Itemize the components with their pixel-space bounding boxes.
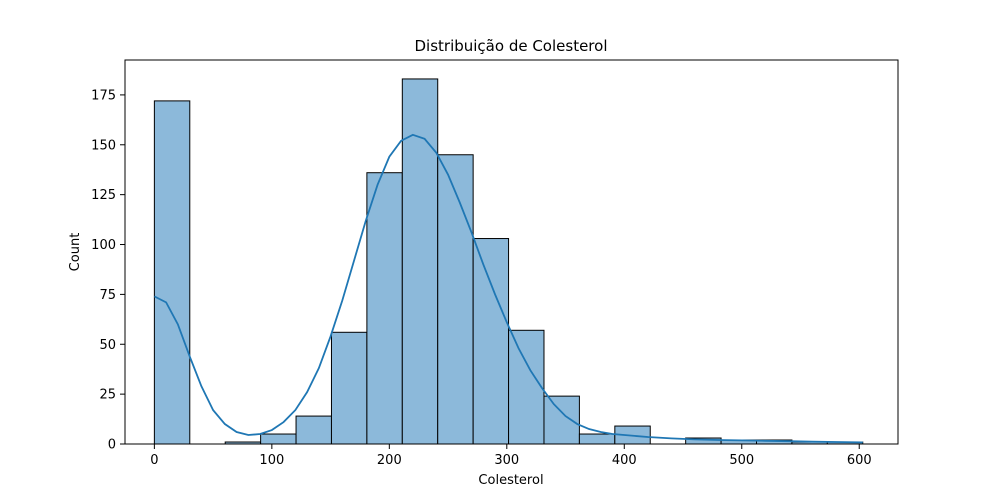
histogram-bar: [260, 433, 297, 445]
y-axis-label: Count: [68, 233, 83, 272]
y-tick-label: 100: [91, 238, 116, 253]
histogram-bar: [401, 78, 439, 445]
histogram-bar: [543, 395, 580, 445]
x-axis: 0 100 200 300 400 500 600: [150, 444, 872, 468]
y-tick-label: 75: [99, 288, 116, 303]
x-tick-label: 200: [377, 453, 402, 468]
x-tick-label: 0: [150, 453, 158, 468]
y-tick-label: 50: [99, 338, 116, 353]
y-axis: 0 25 50 75 100 125 150 175: [91, 88, 125, 453]
chart-title: Distribuição de Colesterol: [414, 37, 607, 55]
x-tick-label: 600: [847, 453, 872, 468]
x-tick-label: 500: [729, 453, 754, 468]
kde-curve: [153, 133, 863, 444]
y-tick-label: 175: [91, 88, 116, 103]
y-tick-label: 150: [91, 138, 116, 153]
histogram-bar: [295, 415, 332, 445]
x-tick-label: 400: [612, 453, 637, 468]
x-tick-label: 300: [494, 453, 519, 468]
histogram-bar: [153, 100, 191, 445]
y-tick-label: 25: [99, 388, 116, 403]
plot-frame: [124, 59, 899, 445]
histogram-bar: [578, 433, 616, 445]
histogram-bar: [472, 238, 510, 445]
y-tick-label: 125: [91, 188, 116, 203]
histogram-bars: [153, 78, 864, 445]
x-tick-label: 100: [259, 453, 284, 468]
x-axis-label: Colesterol: [478, 473, 543, 488]
histogram-bar: [330, 331, 368, 445]
histogram-bar: [366, 172, 403, 445]
histogram-bar: [437, 154, 474, 445]
histogram-bar: [508, 329, 545, 445]
y-tick-label: 0: [108, 438, 116, 453]
